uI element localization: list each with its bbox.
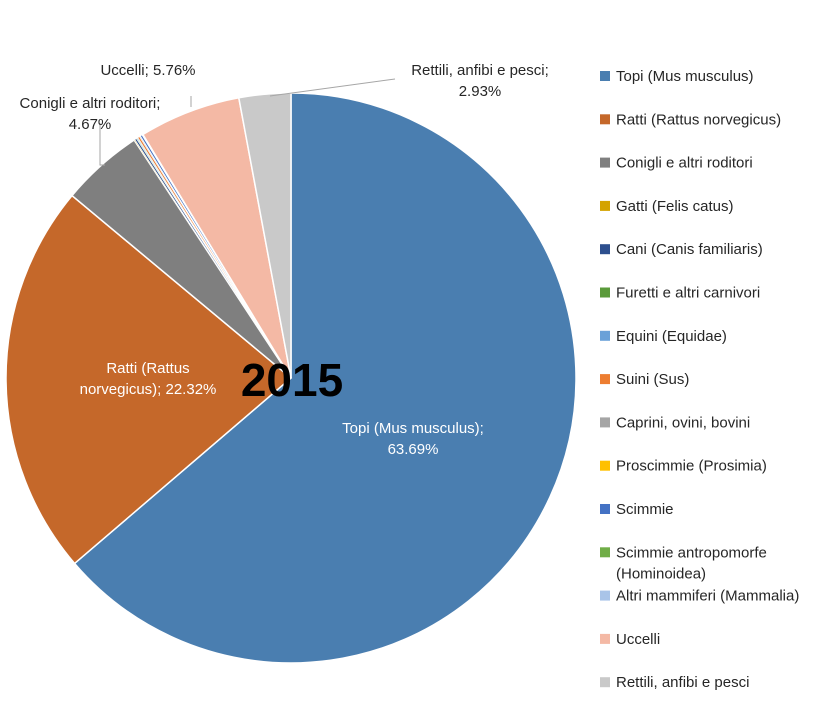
legend-swatch-9 <box>600 460 610 471</box>
slice-label-14: Rettili, anfibi e pesci; 2.93% <box>411 62 549 100</box>
legend-swatch-14 <box>600 677 610 688</box>
legend-swatch-8 <box>600 417 610 428</box>
legend-swatch-10 <box>600 504 610 514</box>
legend-swatch-3 <box>600 200 610 211</box>
legend-swatch-2 <box>600 157 610 168</box>
leader-line-14 <box>269 78 396 97</box>
legend-item-8: Caprini, ovini, bovini <box>600 414 750 431</box>
legend-item-3: Gatti (Felis catus) <box>600 198 734 215</box>
legend-label-12: Altri mammiferi (Mammalia) <box>616 588 799 605</box>
legend-label-3: Gatti (Felis catus) <box>616 198 734 215</box>
pie-slice-1 <box>5 194 293 565</box>
legend-swatch-6 <box>600 330 610 341</box>
legend-item-6: Equini (Equidae) <box>600 328 727 345</box>
legend-swatch-1 <box>600 114 610 125</box>
legend-label-11: Scimmie antropomorfe (Hominoidea) <box>616 544 767 582</box>
legend-label-13: Uccelli <box>616 631 660 648</box>
legend-item-12: Altri mammiferi (Mammalia) <box>600 588 799 605</box>
legend-swatch-7 <box>600 374 610 385</box>
slice-label-2: Conigli e altri roditori; 4.67% <box>20 95 161 133</box>
legend-item-11: Scimmie antropomorfe (Hominoidea) <box>600 544 767 582</box>
pie-slice-0 <box>73 92 577 664</box>
legend-label-10: Scimmie <box>616 501 674 518</box>
legend-item-10: Scimmie <box>600 501 674 518</box>
legend-label-6: Equini (Equidae) <box>616 328 727 345</box>
legend-item-7: Suini (Sus) <box>600 371 689 388</box>
slice-label-0: Topi (Mus musculus); 63.69% <box>342 420 484 458</box>
legend-label-1: Ratti (Rattus norvegicus) <box>616 111 781 128</box>
legend-item-1: Ratti (Rattus norvegicus) <box>600 111 781 128</box>
chart-title: 2015 <box>241 354 343 406</box>
legend-item-2: Conigli e altri roditori <box>600 155 753 172</box>
legend-item-0: Topi (Mus musculus) <box>600 68 754 85</box>
data-labels: Topi (Mus musculus); 63.69% Ratti (Rattus n… <box>20 62 549 458</box>
slice-label-1: Ratti (Rattus norvegicus); 22.32% <box>80 360 217 398</box>
legend: Topi (Mus musculus) Ratti (Rattus norvegi… <box>600 68 799 691</box>
legend-label-9: Proscimmie (Prosimia) <box>616 458 767 475</box>
legend-item-13: Uccelli <box>600 631 660 648</box>
leader-lines <box>99 78 396 166</box>
pie-slices <box>5 92 577 664</box>
legend-label-8: Caprini, ovini, bovini <box>616 414 750 431</box>
leader-line-2 <box>99 123 105 166</box>
legend-item-5: Furetti e altri carnivori <box>600 285 760 302</box>
slice-label-13: Uccelli; 5.76% <box>100 62 195 79</box>
legend-label-5: Furetti e altri carnivori <box>616 285 760 302</box>
legend-label-2: Conigli e altri roditori <box>616 155 753 172</box>
legend-label-4: Cani (Canis familiaris) <box>616 241 763 258</box>
legend-swatch-0 <box>600 71 610 81</box>
legend-item-14: Rettili, anfibi e pesci <box>600 674 749 691</box>
legend-swatch-5 <box>600 287 610 298</box>
legend-swatch-13 <box>600 633 610 644</box>
legend-item-9: Proscimmie (Prosimia) <box>600 458 767 475</box>
legend-label-0: Topi (Mus musculus) <box>616 68 754 85</box>
legend-label-14: Rettili, anfibi e pesci <box>616 674 749 691</box>
legend-item-4: Cani (Canis familiaris) <box>600 241 763 258</box>
legend-swatch-11 <box>600 547 610 558</box>
legend-swatch-4 <box>600 244 610 255</box>
legend-swatch-12 <box>600 590 610 601</box>
legend-label-7: Suini (Sus) <box>616 371 689 388</box>
